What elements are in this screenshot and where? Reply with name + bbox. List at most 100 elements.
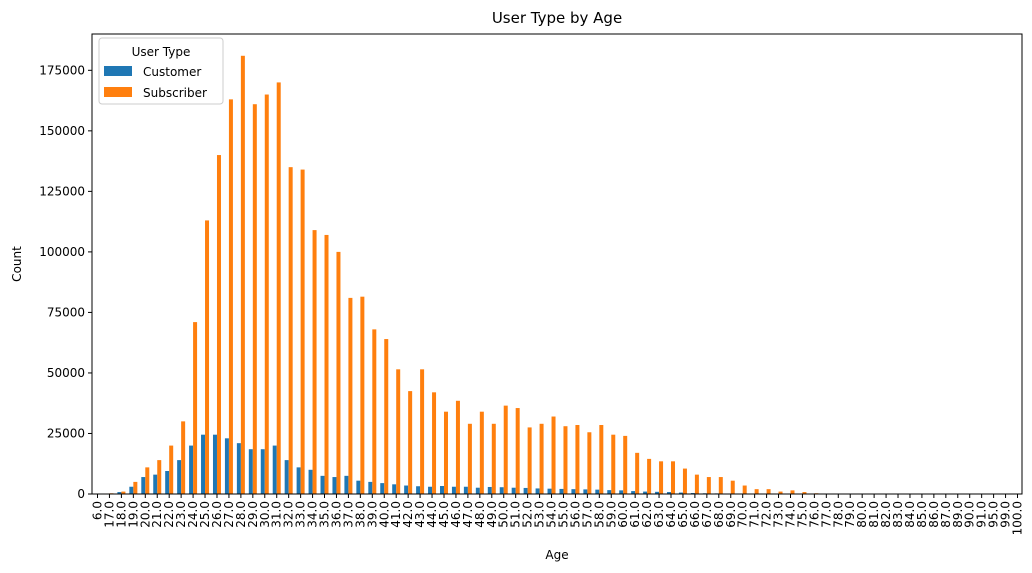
x-tick-label: 49.0 bbox=[485, 501, 499, 528]
bar-customer-38.0 bbox=[356, 480, 361, 494]
bar-subscriber-60.0 bbox=[623, 435, 628, 494]
x-tick-label: 95.0 bbox=[987, 501, 1001, 528]
x-tick-label: 59.0 bbox=[604, 501, 618, 528]
legend: User Type Customer Subscriber bbox=[98, 37, 224, 105]
x-tick-label: 18.0 bbox=[114, 501, 128, 528]
bar-subscriber-32.0 bbox=[288, 167, 293, 494]
bar-subscriber-37.0 bbox=[348, 297, 353, 494]
bar-customer-53.0 bbox=[535, 488, 540, 494]
bar-customer-40.0 bbox=[380, 483, 385, 494]
x-tick-label: 28.0 bbox=[234, 501, 248, 528]
x-tick-label: 75.0 bbox=[795, 501, 809, 528]
x-tick-label: 47.0 bbox=[461, 501, 475, 528]
x-tick-label: 76.0 bbox=[807, 501, 821, 528]
x-tick-label: 100.0 bbox=[1011, 501, 1025, 535]
x-tick-label: 39.0 bbox=[365, 501, 379, 528]
y-tick-label: 150000 bbox=[39, 124, 85, 138]
x-tick-label: 19.0 bbox=[126, 501, 140, 528]
x-tick-label: 84.0 bbox=[903, 501, 917, 528]
bar-subscriber-21.0 bbox=[157, 460, 162, 494]
x-tick-label: 80.0 bbox=[855, 501, 869, 528]
bar-subscriber-19.0 bbox=[133, 481, 138, 494]
x-tick-label: 90.0 bbox=[963, 501, 977, 528]
x-tick-label: 27.0 bbox=[222, 501, 236, 528]
bar-customer-31.0 bbox=[272, 445, 277, 494]
bar-customer-34.0 bbox=[308, 469, 313, 494]
x-tick-label: 77.0 bbox=[819, 501, 833, 528]
bar-subscriber-41.0 bbox=[396, 369, 401, 494]
y-tick-label: 50000 bbox=[47, 366, 85, 380]
bar-customer-26.0 bbox=[212, 434, 217, 494]
x-tick-label: 64.0 bbox=[664, 501, 678, 528]
bar-customer-50.0 bbox=[499, 487, 504, 494]
bar-subscriber-53.0 bbox=[539, 423, 544, 494]
x-tick-label: 34.0 bbox=[306, 501, 320, 528]
x-tick-label: 60.0 bbox=[616, 501, 630, 528]
bar-customer-49.0 bbox=[487, 486, 492, 494]
bar-subscriber-26.0 bbox=[216, 155, 221, 495]
bar-customer-20.0 bbox=[141, 477, 146, 494]
y-tick-label: 100000 bbox=[39, 245, 85, 259]
bar-subscriber-36.0 bbox=[336, 251, 341, 494]
x-tick-label: 54.0 bbox=[545, 501, 559, 528]
bar-subscriber-27.0 bbox=[228, 99, 233, 495]
bar-subscriber-57.0 bbox=[587, 432, 592, 494]
x-tick-label: 62.0 bbox=[640, 501, 654, 528]
x-tick-label: 41.0 bbox=[389, 501, 403, 528]
bar-subscriber-34.0 bbox=[312, 230, 317, 495]
x-tick-label: 36.0 bbox=[329, 501, 343, 528]
x-tick-label: 30.0 bbox=[258, 501, 272, 528]
legend-swatch-customer bbox=[104, 66, 132, 76]
bar-subscriber-49.0 bbox=[491, 423, 496, 494]
bar-customer-61.0 bbox=[631, 491, 636, 494]
bar-subscriber-68.0 bbox=[718, 477, 723, 494]
bar-customer-35.0 bbox=[320, 475, 325, 494]
x-tick-label: 17.0 bbox=[102, 501, 116, 528]
x-tick-label: 66.0 bbox=[688, 501, 702, 528]
bar-subscriber-29.0 bbox=[252, 104, 257, 495]
bar-subscriber-72.0 bbox=[766, 489, 771, 494]
bar-customer-33.0 bbox=[296, 467, 301, 494]
bar-subscriber-67.0 bbox=[706, 477, 711, 494]
x-tick-label: 53.0 bbox=[533, 501, 547, 528]
bar-customer-39.0 bbox=[368, 481, 373, 494]
x-tick-label: 44.0 bbox=[425, 501, 439, 528]
x-tick-label: 67.0 bbox=[700, 501, 714, 528]
x-tick-label: 78.0 bbox=[831, 501, 845, 528]
x-tick-label: 79.0 bbox=[843, 501, 857, 528]
bar-customer-47.0 bbox=[463, 486, 468, 494]
x-tick-label: 40.0 bbox=[377, 501, 391, 528]
bar-subscriber-47.0 bbox=[467, 423, 472, 494]
x-tick-label: 89.0 bbox=[951, 501, 965, 528]
bar-subscriber-46.0 bbox=[455, 400, 460, 494]
bar-customer-51.0 bbox=[511, 487, 516, 494]
bar-subscriber-69.0 bbox=[730, 480, 735, 494]
x-tick-label: 24.0 bbox=[186, 501, 200, 528]
bar-customer-46.0 bbox=[451, 486, 456, 494]
bar-subscriber-40.0 bbox=[384, 339, 389, 494]
x-tick-label: 73.0 bbox=[772, 501, 786, 528]
bar-customer-58.0 bbox=[595, 489, 600, 494]
x-tick-label: 42.0 bbox=[401, 501, 415, 528]
bars-group bbox=[105, 55, 1022, 495]
bar-customer-45.0 bbox=[439, 486, 444, 494]
x-tick-label: 99.0 bbox=[999, 501, 1013, 528]
bar-customer-43.0 bbox=[416, 486, 421, 494]
bar-subscriber-59.0 bbox=[611, 434, 616, 494]
x-tick-label: 87.0 bbox=[939, 501, 953, 528]
bar-customer-25.0 bbox=[201, 434, 206, 494]
bar-customer-60.0 bbox=[619, 490, 624, 494]
x-tick-label: 29.0 bbox=[246, 501, 260, 528]
x-tick-label: 68.0 bbox=[712, 501, 726, 528]
x-tick-label: 37.0 bbox=[341, 501, 355, 528]
x-tick-label: 55.0 bbox=[556, 501, 570, 528]
bar-subscriber-38.0 bbox=[360, 296, 365, 494]
legend-label-subscriber: Subscriber bbox=[143, 86, 207, 100]
x-tick-label: 45.0 bbox=[437, 501, 451, 528]
bar-subscriber-75.0 bbox=[802, 492, 807, 494]
bar-customer-48.0 bbox=[475, 487, 480, 494]
bar-subscriber-50.0 bbox=[503, 405, 508, 494]
x-tick-label: 74.0 bbox=[783, 501, 797, 528]
bar-subscriber-54.0 bbox=[551, 416, 556, 494]
